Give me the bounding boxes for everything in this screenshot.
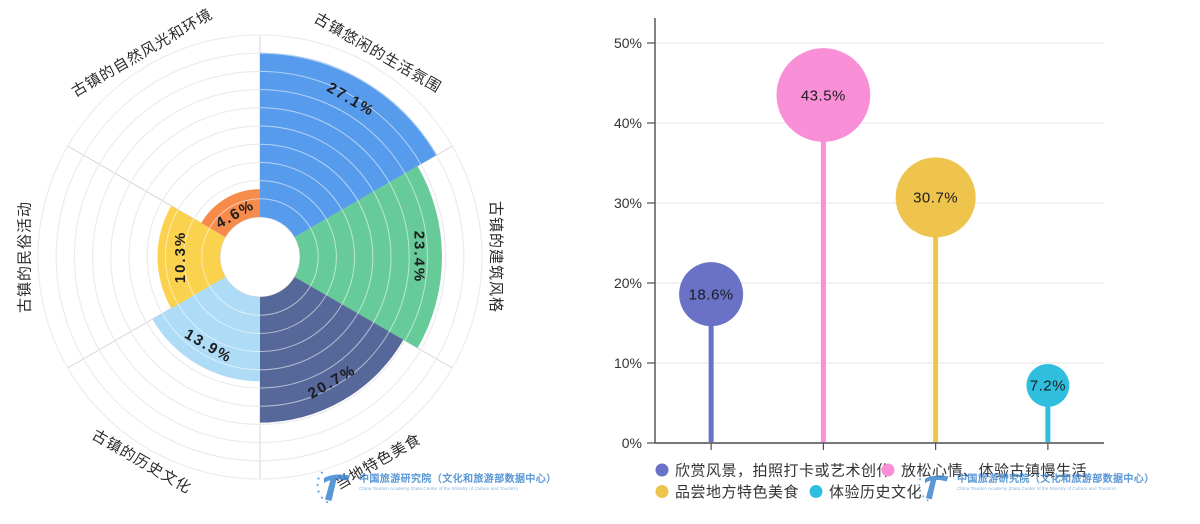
legend-swatch [881, 463, 895, 477]
lollipop-bubble-3[interactable] [1026, 363, 1070, 407]
logo-t-mark [324, 474, 350, 501]
legend-label: 欣赏风景，拍照打卡或艺术创作 [675, 462, 892, 479]
legend-item-0[interactable]: 欣赏风景，拍照打卡或艺术创作 [655, 462, 893, 479]
legend-item-2[interactable]: 品尝地方特色美食 [655, 484, 800, 501]
rose-grid-ring-overlay [55, 52, 465, 462]
rose-sector-2[interactable] [260, 277, 404, 423]
rose-grid-ring-overlay [110, 107, 410, 407]
logo-star: ★ [918, 488, 922, 493]
logo-star: ★ [917, 482, 921, 487]
rose-grid-ring-overlay [92, 89, 428, 425]
rose-category-label: 古镇的历史文化 [89, 427, 195, 498]
rose-grid-ring-overlay [73, 70, 447, 444]
lollipop-chart: 0% 10% 20% 30% 40% 50% 18.6% 43.5% 30.7% 7.2% 欣赏风景… [614, 18, 1104, 501]
rose-category-label: 古镇的建筑风格 [487, 201, 504, 313]
y-tick-label: 0% [622, 435, 642, 451]
lollipop-axes: 0% 10% 20% 30% 40% 50% [614, 18, 1104, 451]
lollipop-series: 18.6% 43.5% 30.7% 7.2% [679, 48, 1070, 450]
lollipop-value-label: 30.7% [913, 190, 958, 207]
lollipop-value-label: 7.2% [1030, 378, 1066, 395]
legend-item-1[interactable]: 放松心情、体验古镇慢生活 [881, 462, 1088, 479]
legend-swatch [655, 463, 669, 477]
y-tick-label: 40% [614, 115, 642, 131]
logo-star: ★ [320, 470, 325, 475]
y-tick-label: 50% [614, 35, 642, 51]
logo-star: ★ [325, 500, 330, 505]
rose-sector-3[interactable] [152, 277, 260, 382]
legend-label: 体验历史文化 [829, 484, 922, 501]
rose-grid-ring-overlay [201, 198, 319, 316]
watermark-subtitle: China Tourism Academy (Data Center of th… [359, 485, 518, 491]
cta-logo-icon: ★ ★ ★ ★ ★ ★ [316, 470, 350, 505]
lollipop-value-label: 18.6% [689, 286, 734, 303]
watermark-right: ★ ★ ★ ★ ★ ★ 中国旅游研究院（文化和旅游部数据中心） China To… [916, 465, 1200, 505]
lollipop-value-label: 43.5% [801, 87, 846, 104]
rose-grid-ring-overlay [146, 143, 374, 371]
rose-grid-ring-overlay [183, 180, 337, 334]
legend-swatch [809, 485, 823, 498]
rose-category-label: 古镇的自然风光和环境 [68, 5, 216, 101]
logo-star: ★ [926, 498, 930, 503]
logo-star: ★ [317, 489, 322, 494]
rose-grid-ring-overlay [128, 125, 392, 389]
logo-star: ★ [921, 494, 925, 499]
rose-value-label: 10.3% [172, 231, 189, 284]
rose-grid-ring-overlay [164, 161, 356, 353]
cta-logo-icon: ★ ★ ★ ★ ★ ★ [917, 471, 949, 503]
rose-sectors [152, 52, 442, 423]
watermark-subtitle: China Tourism Academy (Data Center of th… [957, 485, 1116, 491]
legend-label: 放松心情、体验古镇慢生活 [901, 462, 1087, 479]
legend-label: 品尝地方特色美食 [675, 484, 799, 501]
rose-grid-ring [219, 216, 301, 298]
logo-star: ★ [918, 477, 922, 482]
lollipop-bubble-0[interactable] [679, 262, 744, 327]
rose-grid-overlay [37, 34, 483, 480]
lollipop-bubble-1[interactable] [776, 48, 871, 142]
logo-star: ★ [921, 471, 925, 476]
watermark-title: 中国旅游研究院（文化和旅游部数据中心） [957, 474, 1155, 486]
lollipop-bubble-2[interactable] [895, 157, 976, 238]
watermark-left: ★ ★ ★ ★ ★ ★ 中国旅游研究院（文化和旅游部数据中心） China To… [314, 463, 664, 507]
rose-chart-figure: 27.1% 古镇悠闲的生活氛围 23.4% 古镇的建筑风格 20.7% 当地特色美食 13.… [0, 0, 560, 524]
rose-grid-ring-overlay [37, 34, 483, 480]
rose-sector-1[interactable] [294, 166, 442, 348]
watermark-title: 中国旅游研究院（文化和旅游部数据中心） [359, 474, 557, 486]
logo-star: ★ [317, 476, 322, 481]
rose-value-label: 23.4% [411, 231, 428, 284]
logo-star: ★ [316, 483, 321, 488]
logo-star: ★ [320, 495, 325, 500]
y-tick-label: 10% [614, 355, 642, 371]
rose-sector-4[interactable] [157, 205, 226, 309]
logo-t-mark [925, 475, 949, 500]
rose-sector-0[interactable] [260, 52, 438, 237]
rose-category-label: 古镇的民俗活动 [16, 201, 33, 313]
y-tick-label: 30% [614, 195, 642, 211]
y-tick-label: 20% [614, 275, 642, 291]
legend-swatch [655, 485, 669, 498]
lollipop-chart-figure: 0% 10% 20% 30% 40% 50% 18.6% 43.5% 30.7% 7.2% 欣赏风景… [600, 0, 1200, 524]
rose-sector-5[interactable] [201, 189, 260, 237]
legend-item-3[interactable]: 体验历史文化 [809, 484, 923, 501]
